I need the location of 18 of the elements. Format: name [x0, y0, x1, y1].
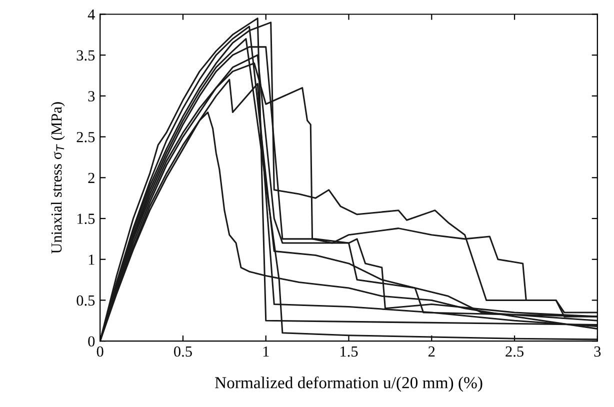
y-tick-label: 3.5 [76, 50, 95, 61]
x-tick-label: 1 [263, 346, 269, 357]
x-tick-label: 3 [594, 346, 601, 357]
y-tick-label: 3 [88, 91, 95, 102]
y-tick-label: 2.5 [76, 132, 95, 142]
y-axis-title: Uniaxial stress σ$_{T}$ (MPa) [50, 102, 65, 254]
x-tick-label: 1.5 [340, 346, 358, 357]
y-tick-label: 1 [88, 254, 94, 265]
y-tick-label: 0.5 [76, 295, 95, 306]
x-tick-label: 2 [428, 346, 435, 357]
y-tick-label: 0 [88, 336, 95, 347]
x-tick-label: 0 [96, 346, 104, 357]
x-axis-title: Normalized deformation u/(20 mm) (%) [215, 376, 482, 392]
x-tick-label: 0.5 [174, 346, 192, 357]
x-tick-label: 2.5 [506, 346, 524, 357]
y-tick-label: 2 [88, 172, 94, 183]
y-tick-label: 4 [88, 9, 95, 20]
y-tick-label: 1.5 [77, 214, 95, 224]
